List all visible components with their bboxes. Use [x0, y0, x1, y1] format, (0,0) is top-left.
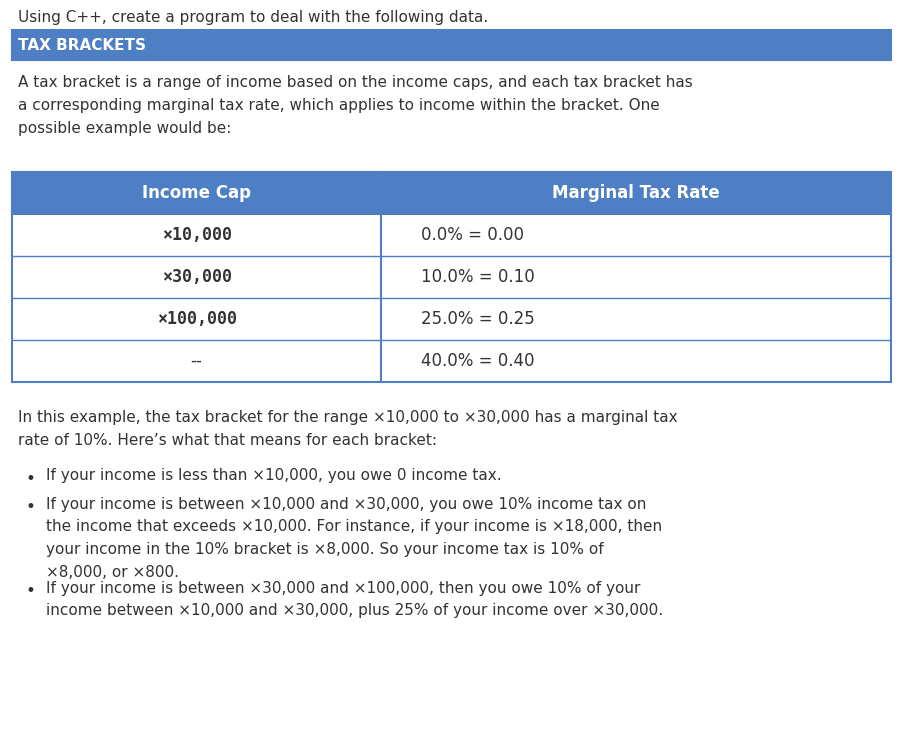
- Text: Using C++, create a program to deal with the following data.: Using C++, create a program to deal with…: [18, 10, 488, 25]
- Text: 10.0% = 0.10: 10.0% = 0.10: [420, 268, 534, 286]
- Text: If your income is between ×10,000 and ×30,000, you owe 10% income tax on
the inc: If your income is between ×10,000 and ×3…: [46, 496, 661, 580]
- Text: 25.0% = 0.25: 25.0% = 0.25: [420, 310, 534, 328]
- Text: ×10,000: ×10,000: [161, 226, 231, 244]
- Text: •: •: [25, 470, 35, 488]
- Bar: [12, 30, 890, 60]
- Bar: [12, 172, 890, 214]
- Text: Income Cap: Income Cap: [142, 184, 251, 202]
- Text: If your income is less than ×10,000, you owe 0 income tax.: If your income is less than ×10,000, you…: [46, 468, 502, 483]
- Text: --: --: [190, 352, 202, 370]
- Text: ×30,000: ×30,000: [161, 268, 231, 286]
- Text: TAX BRACKETS: TAX BRACKETS: [18, 37, 146, 52]
- Text: In this example, the tax bracket for the range ×10,000 to ×30,000 has a marginal: In this example, the tax bracket for the…: [18, 410, 676, 448]
- Text: •: •: [25, 499, 35, 517]
- Text: Marginal Tax Rate: Marginal Tax Rate: [552, 184, 719, 202]
- Bar: [12, 172, 890, 382]
- Text: ×100,000: ×100,000: [156, 310, 236, 328]
- Text: •: •: [25, 582, 35, 601]
- Text: 0.0% = 0.00: 0.0% = 0.00: [420, 226, 523, 244]
- Text: 40.0% = 0.40: 40.0% = 0.40: [420, 352, 534, 370]
- Text: A tax bracket is a range of income based on the income caps, and each tax bracke: A tax bracket is a range of income based…: [18, 75, 692, 136]
- Text: If your income is between ×30,000 and ×100,000, then you owe 10% of your
income : If your income is between ×30,000 and ×1…: [46, 580, 662, 618]
